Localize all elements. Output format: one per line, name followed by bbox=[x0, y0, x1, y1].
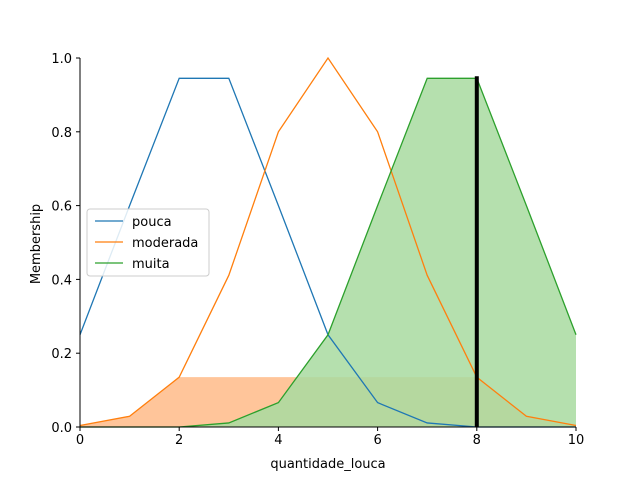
y-axis-label: Membership bbox=[29, 204, 44, 284]
legend: pouca moderada muita bbox=[86, 208, 210, 277]
x-tick-label: 0 bbox=[76, 433, 84, 448]
legend-label-muita: muita bbox=[132, 257, 170, 272]
x-tick-label: 4 bbox=[274, 433, 282, 448]
y-tick-label: 0.8 bbox=[51, 126, 72, 141]
x-axis-label: quantidade_louca bbox=[270, 457, 385, 472]
activated-areas bbox=[80, 78, 576, 428]
legend-label-pouca: pouca bbox=[132, 215, 172, 230]
y-tick-label: 0.4 bbox=[51, 273, 72, 288]
x-tick-label: 2 bbox=[175, 433, 183, 448]
x-tick-label: 8 bbox=[473, 433, 481, 448]
x-tick-label: 6 bbox=[373, 433, 381, 448]
y-tick-label: 0.0 bbox=[51, 421, 72, 436]
y-tick-label: 0.2 bbox=[51, 347, 72, 362]
legend-box bbox=[86, 208, 210, 277]
activated-region-muita bbox=[80, 78, 576, 428]
x-tick-label: 10 bbox=[568, 433, 585, 448]
y-tick-label: 0.6 bbox=[51, 200, 72, 215]
axes: 0 2 4 6 8 10 0.0 0.2 0.4 0.6 0.8 1.0 bbox=[51, 52, 584, 448]
legend-label-moderada: moderada bbox=[132, 236, 198, 251]
y-tick-label: 1.0 bbox=[51, 52, 72, 67]
series-line-moderada bbox=[79, 56, 577, 427]
